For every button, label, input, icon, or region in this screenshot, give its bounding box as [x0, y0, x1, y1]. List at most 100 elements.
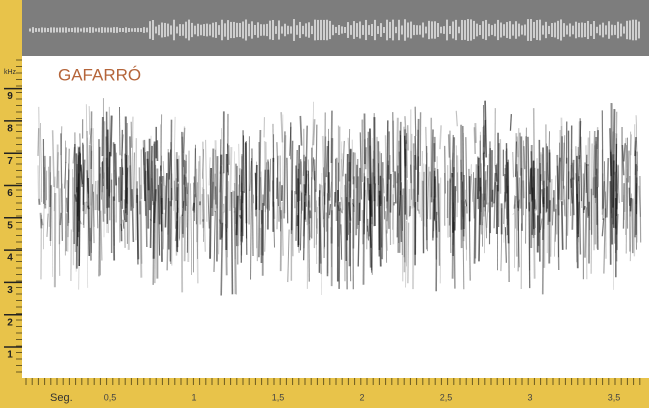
spectrogram-stroke [63, 162, 67, 189]
spectrogram-stroke [366, 178, 370, 201]
spectrogram-stroke [509, 114, 512, 131]
spectrogram-stroke [303, 161, 307, 222]
spectrogram-stroke [338, 201, 341, 289]
spectrogram-stroke [211, 148, 215, 217]
spectrogram-stroke [638, 185, 641, 217]
spectrogram-stroke [529, 167, 533, 195]
spectrogram-stroke [488, 141, 491, 245]
spectrogram-stroke [202, 149, 204, 179]
spectrogram-stroke [348, 129, 351, 235]
spectrogram-stroke [67, 163, 69, 252]
spectrogram-stroke [234, 207, 237, 295]
y-tick-label: 7 [7, 156, 13, 167]
spectrogram-stroke [74, 194, 78, 202]
spectrogram-stroke [622, 183, 625, 229]
y-tick-label: 9 [7, 91, 13, 102]
spectrogram-stroke [39, 212, 43, 229]
spectrogram-stroke [407, 222, 410, 284]
spectrogram-stroke [311, 101, 314, 172]
spectrogram-stroke [43, 167, 46, 250]
spectrogram-stroke [100, 210, 103, 261]
spectrogram-stroke [79, 153, 81, 267]
spectrogram-stroke [575, 155, 579, 269]
spectrogram-stroke [423, 171, 425, 254]
spectrogram-stroke [404, 135, 406, 215]
spectrogram-stroke [396, 117, 399, 184]
spectrogram-stroke [579, 118, 582, 202]
spectrogram-stroke [276, 155, 279, 230]
spectrogram-stroke [594, 145, 596, 203]
spectrogram-stroke [404, 148, 408, 220]
spectrogram-stroke [627, 150, 630, 183]
spectrogram-stroke [528, 202, 531, 289]
spectrogram-stroke [406, 179, 408, 267]
spectrogram-stroke [278, 181, 281, 222]
spectrogram-stroke [238, 143, 241, 246]
spectrogram-stroke [482, 152, 486, 208]
spectrogram-stroke [90, 184, 94, 253]
spectrogram-stroke [231, 190, 235, 208]
spectrogram-stroke [636, 151, 638, 215]
spectrogram-stroke [127, 155, 129, 205]
spectrogram-stroke [601, 218, 605, 237]
spectrogram-stroke [79, 133, 82, 172]
spectrogram-stroke [560, 117, 564, 181]
spectrogram-stroke [558, 142, 560, 258]
spectrogram-stroke [414, 106, 417, 137]
spectrogram-stroke [341, 153, 344, 211]
spectrogram-stroke [310, 177, 312, 238]
spectrogram-stroke [385, 211, 388, 263]
spectrogram-stroke [377, 141, 381, 257]
spectrogram-stroke [391, 112, 395, 188]
spectrogram-stroke [194, 144, 197, 225]
spectrogram-stroke [438, 183, 441, 266]
spectrogram-stroke [401, 188, 404, 231]
spectrogram-stroke [410, 150, 413, 209]
spectrogram-stroke [605, 157, 610, 218]
spectrogram-stroke [37, 128, 40, 156]
spectrogram-stroke [174, 220, 178, 242]
x-tick-label: 3 [527, 392, 532, 402]
spectrogram-stroke [58, 188, 62, 245]
y-tick-label: 2 [7, 317, 13, 328]
spectrogram-stroke [306, 201, 310, 226]
spectrogram-stroke [93, 191, 95, 244]
spectrogram-stroke [443, 145, 446, 194]
spectrogram-stroke [51, 184, 54, 277]
spectrogram-stroke [101, 157, 105, 193]
spectrogram-stroke [382, 178, 385, 194]
spectrogram-stroke [496, 163, 498, 271]
spectrogram-stroke [201, 187, 204, 228]
spectrogram-stroke [305, 170, 308, 196]
spectrogram-stroke [186, 182, 189, 253]
spectrogram-stroke [363, 176, 366, 235]
spectrogram-stroke [545, 146, 549, 212]
spectrogram-stroke [92, 128, 95, 227]
spectrogram-stroke [387, 165, 390, 229]
spectrogram-stroke [342, 140, 345, 177]
spectrogram-stroke [629, 193, 632, 262]
spectrogram-stroke [368, 189, 372, 248]
spectrogram-stroke [283, 131, 286, 219]
spectrogram-stroke [120, 129, 123, 201]
spectrogram-stroke [523, 146, 526, 170]
spectrogram-stroke [249, 160, 252, 192]
spectrogram-stroke [412, 143, 416, 208]
spectrogram-stroke [451, 173, 454, 233]
spectrogram-stroke [160, 124, 162, 204]
spectrogram-stroke [183, 161, 187, 262]
spectrogram-stroke [479, 135, 481, 194]
spectrogram-stroke [233, 191, 236, 295]
spectrogram-stroke [179, 216, 181, 241]
spectrogram-stroke [477, 156, 480, 210]
spectrogram-stroke [615, 143, 618, 229]
spectrogram-stroke [234, 151, 236, 260]
spectrogram-stroke [51, 130, 55, 188]
spectrogram-stroke [560, 201, 564, 250]
spectrogram-stroke [462, 126, 465, 237]
spectrogram-stroke [86, 175, 89, 288]
spectrogram-stroke [87, 205, 90, 210]
spectrogram-stroke [560, 136, 564, 201]
spectrogram-stroke [542, 147, 545, 205]
